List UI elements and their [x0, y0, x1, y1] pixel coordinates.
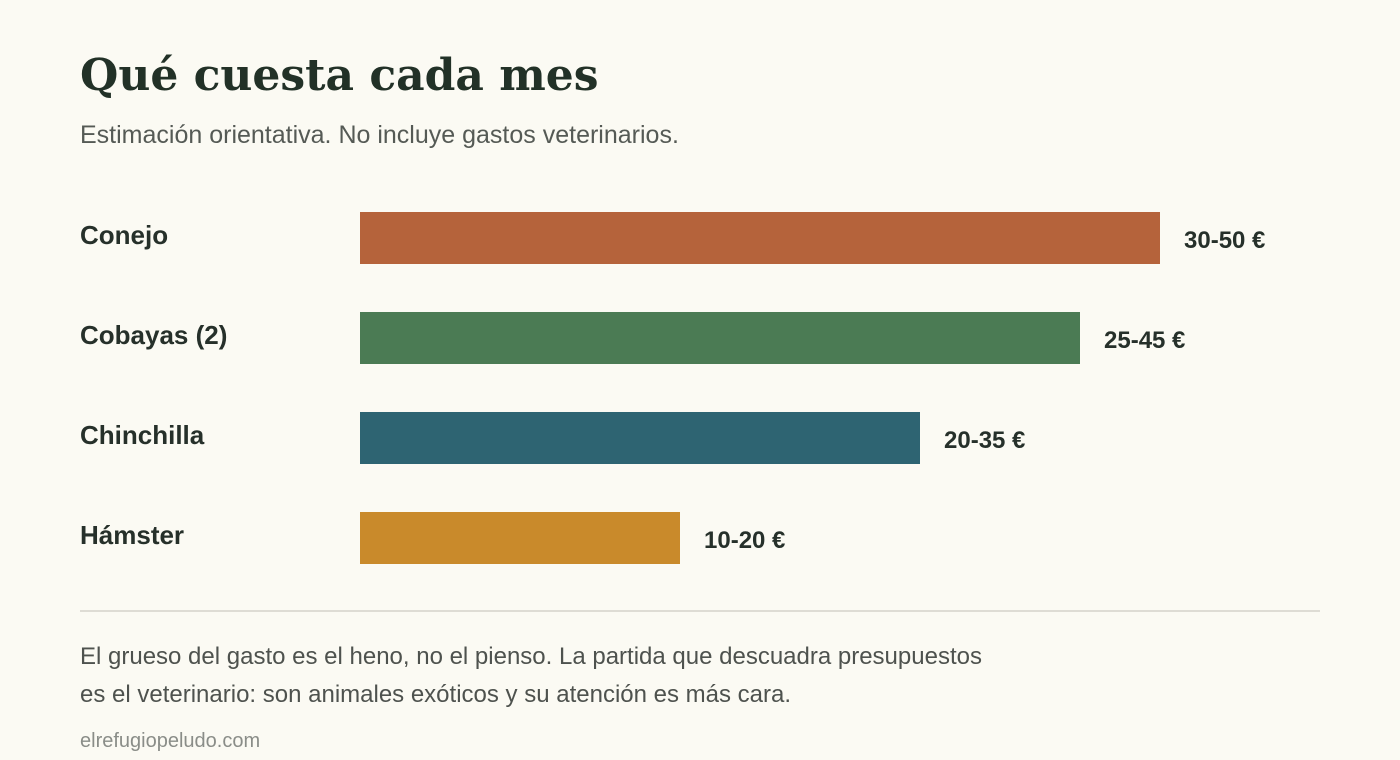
value-label: 25-45 € — [1104, 327, 1186, 354]
bar-chart: Conejo 30-50 € Cobayas (2) 25-45 € Chinchill… — [0, 190, 1400, 590]
value-label: 20-35 € — [944, 427, 1026, 454]
divider — [80, 610, 1320, 612]
value-label: 30-50 € — [1184, 227, 1266, 254]
chart-title: Qué cuesta cada mes — [80, 50, 599, 101]
bar — [360, 212, 1160, 264]
bar — [360, 312, 1080, 364]
bar — [360, 412, 920, 464]
bar — [360, 512, 680, 564]
chart-row: Cobayas (2) 25-45 € — [0, 290, 1400, 390]
footer-note-line: es el veterinario: son animales exóticos… — [80, 681, 792, 708]
category-label: Hámster — [80, 520, 185, 550]
footer-note-line: El grueso del gasto es el heno, no el pi… — [80, 643, 982, 670]
category-label: Conejo — [80, 220, 169, 250]
chart-row: Conejo 30-50 € — [0, 190, 1400, 290]
chart-row: Hámster 10-20 € — [0, 490, 1400, 590]
chart-row: Chinchilla 20-35 € — [0, 390, 1400, 490]
category-label: Chinchilla — [80, 420, 205, 450]
category-label: Cobayas (2) — [80, 320, 228, 350]
source-credit: elrefugiopeludo.com — [80, 730, 261, 752]
footer-note: El grueso del gasto es el heno, no el pi… — [80, 638, 1080, 714]
chart-subtitle: Estimación orientativa. No incluye gasto… — [80, 121, 679, 149]
value-label: 10-20 € — [704, 527, 786, 554]
